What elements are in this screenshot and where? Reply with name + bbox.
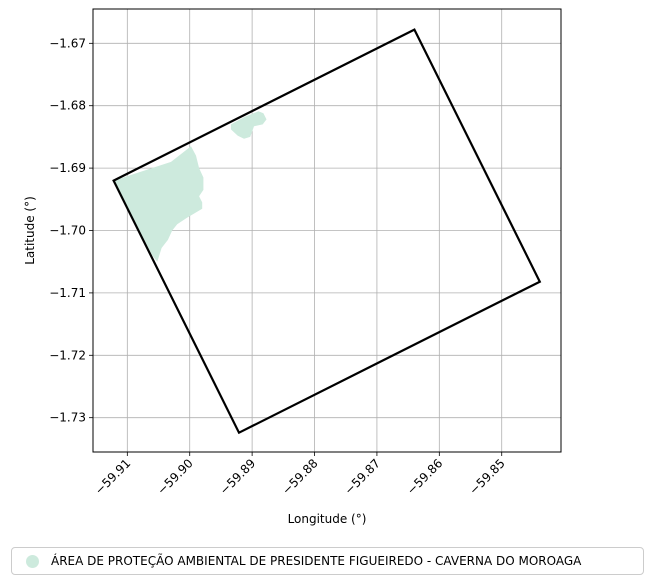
x-tick-label: −59.91	[92, 456, 133, 497]
x-tick-label: −59.90	[155, 456, 196, 497]
y-tick-label: −1.71	[49, 286, 86, 300]
x-axis-label: Longitude (°)	[288, 512, 367, 526]
legend-marker	[26, 554, 39, 568]
x-tick-label: −59.88	[279, 456, 320, 497]
boundary-polygon	[112, 28, 542, 435]
y-tick-label: −1.72	[49, 348, 86, 362]
protected-area-polygon	[230, 111, 267, 139]
y-tick-label: −1.73	[49, 411, 86, 425]
y-tick-label: −1.69	[49, 161, 86, 175]
y-tick-label: −1.67	[49, 36, 86, 50]
x-tick-label: −59.89	[217, 456, 258, 497]
y-tick-label: −1.70	[49, 224, 86, 238]
legend: ÁREA DE PROTEÇÃO AMBIENTAL DE PRESIDENTE…	[11, 547, 644, 575]
x-tick-label: −59.86	[404, 456, 445, 497]
y-axis-label: Latitude (°)	[23, 196, 37, 265]
legend-label: ÁREA DE PROTEÇÃO AMBIENTAL DE PRESIDENTE…	[51, 554, 582, 568]
boundary-layer	[112, 28, 542, 435]
protected-area-polygon	[113, 146, 204, 262]
y-tick-label: −1.68	[49, 99, 86, 113]
protected-area-layer	[113, 111, 267, 262]
x-tick-label: −59.85	[467, 456, 508, 497]
x-tick-label: −59.87	[342, 456, 383, 497]
